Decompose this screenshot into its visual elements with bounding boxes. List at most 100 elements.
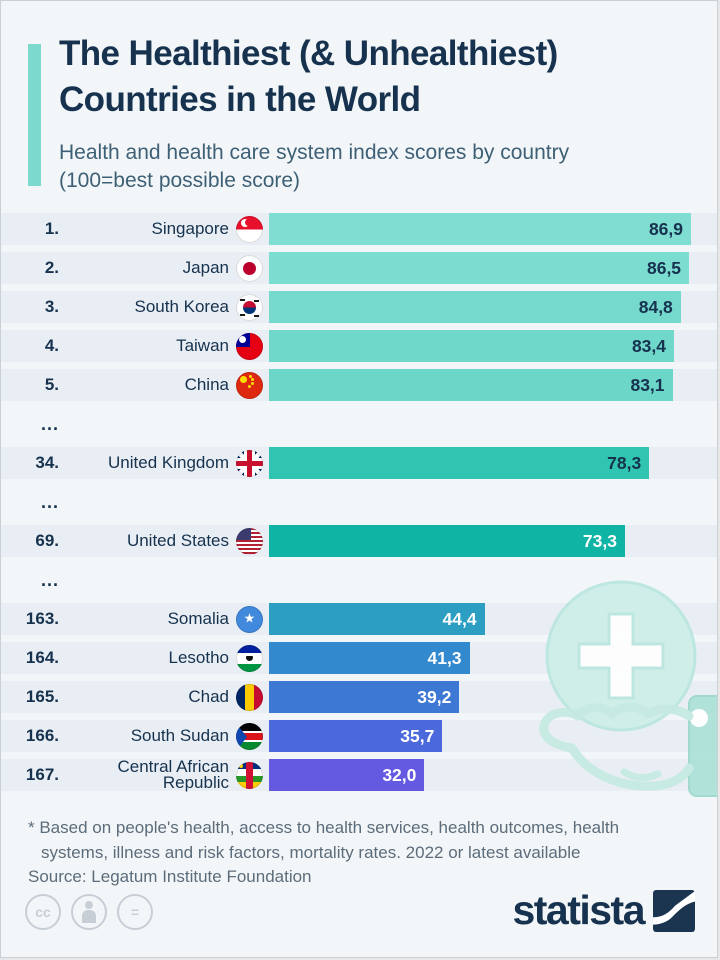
rank-label: 2. <box>44 258 59 277</box>
ellipsis-row: ... <box>1 564 717 596</box>
country-label: Japan <box>182 258 229 277</box>
value-bar: 41,3 <box>269 642 470 674</box>
value-label: 78,3 <box>607 453 642 473</box>
rank-label: 163. <box>25 609 59 628</box>
bar-track: 83,4 <box>269 330 691 362</box>
subtitle-line-1: Health and health care system index scor… <box>59 141 570 164</box>
ellipsis-label: ... <box>40 413 59 434</box>
rank-label: 167. <box>25 765 59 784</box>
chart-rows: 1. Singapore 86,9 2. Japan 86,5 3. South Korea 8… <box>1 213 717 798</box>
cc-label: cc <box>35 904 51 920</box>
rank-label: 1. <box>44 219 59 238</box>
bar-track: 35,7 <box>269 720 691 752</box>
ellipsis-label: ... <box>40 569 59 590</box>
value-bar: 32,0 <box>269 759 425 791</box>
country-label: Lesotho <box>168 648 230 667</box>
somalia-flag-icon <box>236 605 263 633</box>
page-subtitle: Health and health care system index scor… <box>59 139 709 195</box>
value-label: 86,9 <box>648 219 683 239</box>
value-label: 84,8 <box>638 297 673 317</box>
singapore-flag-icon <box>236 215 263 243</box>
bar-track: 84,8 <box>269 291 691 323</box>
country-label: Central African Republic <box>117 757 230 792</box>
chart-row-south-korea: 3. South Korea 84,8 <box>1 291 717 323</box>
value-bar: 35,7 <box>269 720 443 752</box>
value-label: 83,1 <box>630 375 665 395</box>
chart-row-chad: 165. Chad 39,2 <box>1 681 717 713</box>
rank-label: 34. <box>35 453 59 472</box>
bar-track: 73,3 <box>269 525 691 557</box>
lesotho-flag-icon <box>236 644 263 672</box>
japan-flag-icon <box>236 254 263 282</box>
united-states-flag-icon <box>236 527 263 555</box>
rank-label: 165. <box>25 687 59 706</box>
china-flag-icon <box>236 371 263 399</box>
rank-label: 5. <box>44 375 59 394</box>
chart-row-china: 5. China 83,1 <box>1 369 717 401</box>
value-bar: 44,4 <box>269 603 485 635</box>
south-korea-flag-icon <box>236 293 263 321</box>
source-line: Source: Legatum Institute Foundation <box>28 867 312 886</box>
value-label: 73,3 <box>582 531 617 551</box>
value-bar: 84,8 <box>269 291 681 323</box>
rank-label: 3. <box>44 297 59 316</box>
value-label: 32,0 <box>382 765 417 785</box>
footnote-line-1: * Based on people's health, access to he… <box>28 818 620 837</box>
value-bar: 39,2 <box>269 681 460 713</box>
chart-row-singapore: 1. Singapore 86,9 <box>1 213 717 245</box>
title-line-2: Countries in the World <box>59 80 421 119</box>
value-bar: 86,5 <box>269 252 690 284</box>
value-bar: 83,1 <box>269 369 673 401</box>
attribution-person-icon[interactable] <box>71 894 107 930</box>
footnote-line-2: systems, illness and risk factors, morta… <box>41 843 581 862</box>
title-line-1: The Healthiest (& Unhealthiest) <box>59 34 558 73</box>
value-label: 41,3 <box>427 648 462 668</box>
cc-license-icons: cc = <box>25 894 153 930</box>
title-accent-bar <box>28 44 41 186</box>
country-label: United Kingdom <box>108 453 229 472</box>
rank-label: 4. <box>44 336 59 355</box>
chart-row-somalia: 163. Somalia 44,4 <box>1 603 717 635</box>
bar-track: 44,4 <box>269 603 691 635</box>
country-label: United States <box>126 531 229 550</box>
footnote: * Based on people's health, access to he… <box>28 815 696 865</box>
south-sudan-flag-icon <box>236 722 263 750</box>
united-kingdom-flag-icon <box>236 449 263 477</box>
rank-label: 164. <box>25 648 59 667</box>
central-african-republic-flag-icon <box>236 761 263 789</box>
bar-track: 86,5 <box>269 252 691 284</box>
chart-row-taiwan: 4. Taiwan 83,4 <box>1 330 717 362</box>
value-label: 35,7 <box>400 726 435 746</box>
cc-icon[interactable]: cc <box>25 894 61 930</box>
rank-label: 69. <box>35 531 59 550</box>
value-bar: 78,3 <box>269 447 650 479</box>
country-label: South Sudan <box>130 726 229 745</box>
value-bar: 83,4 <box>269 330 674 362</box>
chart-row-south-sudan: 166. South Sudan 35,7 <box>1 720 717 752</box>
country-label: Taiwan <box>176 336 229 355</box>
subtitle-line-2: (100=best possible score) <box>59 169 301 192</box>
ellipsis-row: ... <box>1 408 717 440</box>
value-label: 86,5 <box>646 258 682 278</box>
rank-label: 166. <box>25 726 59 745</box>
no-derivatives-icon[interactable]: = <box>117 894 153 930</box>
bar-track: 86,9 <box>269 213 691 245</box>
chart-row-united-kingdom: 34. United Kingdom 78,3 <box>1 447 717 479</box>
chart-row-japan: 2. Japan 86,5 <box>1 252 717 284</box>
taiwan-flag-icon <box>236 332 263 360</box>
bar-track: 78,3 <box>269 447 691 479</box>
chart-row-central-african-republic: 167. Central African Republic 32,0 <box>1 757 717 792</box>
chad-flag-icon <box>236 683 263 711</box>
bar-track: 41,3 <box>269 642 691 674</box>
value-label: 83,4 <box>631 336 666 356</box>
bar-track: 39,2 <box>269 681 691 713</box>
statista-logo-icon <box>653 889 695 932</box>
country-label: Chad <box>188 687 229 706</box>
country-label: Somalia <box>167 609 229 628</box>
value-bar: 73,3 <box>269 525 625 557</box>
value-label: 44,4 <box>442 609 477 629</box>
bar-track: 32,0 <box>269 759 691 791</box>
value-label: 39,2 <box>417 687 452 707</box>
statista-logo[interactable]: statista <box>512 887 695 934</box>
